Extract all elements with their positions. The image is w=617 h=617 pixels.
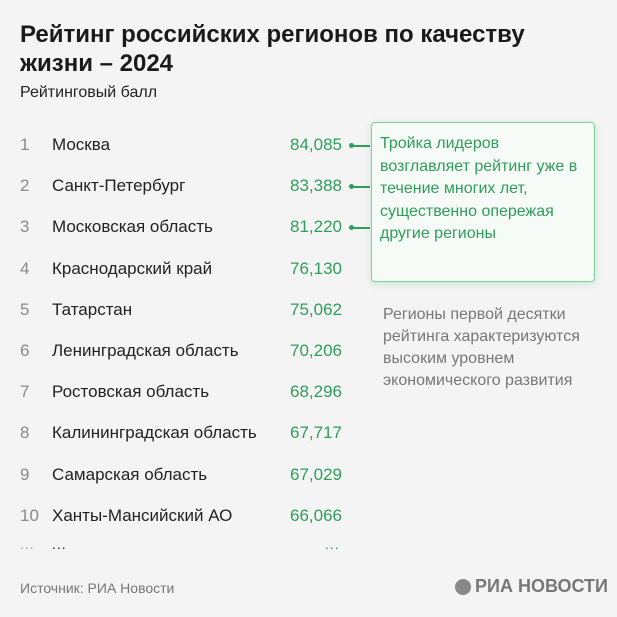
region-name: Санкт-Петербург bbox=[52, 176, 186, 196]
table-row: 8 Калининградская область 67,717 bbox=[0, 423, 370, 453]
score-value: 66,066 bbox=[290, 505, 342, 525]
score-value: 76,130 bbox=[290, 258, 342, 278]
rank: 8 bbox=[20, 423, 30, 443]
connector-line bbox=[352, 186, 370, 188]
logo-text: РИА НОВОСТИ bbox=[475, 576, 608, 596]
note-text: Регионы первой десятки рейтинга характер… bbox=[383, 306, 580, 389]
region-name: Ханты-Мансийский АО bbox=[52, 505, 233, 525]
table-row: 7 Ростовская область 68,296 bbox=[0, 382, 370, 412]
region-name: Татарстан bbox=[52, 299, 133, 319]
score-value: 84,085 bbox=[290, 135, 342, 154]
score-value: 70,206 bbox=[290, 341, 342, 360]
page-title: Рейтинг российских регионов по качеству … bbox=[20, 21, 525, 77]
region-name: Калининградская область bbox=[52, 423, 257, 443]
rank: 9 bbox=[20, 464, 30, 484]
score-value: 75,062 bbox=[290, 299, 342, 319]
table-row: 9 Самарская область 67,029 bbox=[0, 465, 370, 495]
region-name: Самарская область bbox=[52, 464, 208, 484]
subtitle: Рейтинговый балл bbox=[20, 84, 158, 101]
region-name: Московская область bbox=[52, 217, 213, 237]
rank: 1 bbox=[20, 135, 30, 154]
rank: 4 bbox=[20, 258, 30, 278]
connector-line bbox=[352, 227, 370, 229]
rank: 5 bbox=[20, 299, 30, 319]
region-name: Ленинградская область bbox=[52, 341, 239, 360]
ria-logo: РИА НОВОСТИ bbox=[455, 576, 608, 597]
table-row: 3 Московская область 81,220 bbox=[0, 217, 370, 247]
source-text: Источник: РИА Новости bbox=[20, 580, 175, 596]
ellipsis-rank: ... bbox=[20, 536, 35, 552]
rank: 3 bbox=[20, 217, 30, 237]
logo-icon bbox=[455, 578, 471, 595]
table-row: 10 Ханты-Мансийский АО 66,066 bbox=[0, 506, 370, 536]
region-name: Москва bbox=[52, 135, 111, 154]
connector-line bbox=[352, 145, 370, 147]
table-row: 1 Москва 84,085 bbox=[0, 135, 370, 165]
table-row: 4 Краснодарский край 76,130 bbox=[0, 259, 370, 289]
connector-dot bbox=[349, 184, 354, 190]
rank: 7 bbox=[20, 382, 30, 402]
rank: 2 bbox=[20, 176, 30, 196]
rank: 6 bbox=[20, 341, 30, 360]
score-value: 83,388 bbox=[290, 176, 342, 196]
ellipsis-name: ... bbox=[52, 536, 67, 552]
region-name: Краснодарский край bbox=[52, 258, 213, 278]
connector-dot bbox=[349, 225, 354, 231]
connector-dot bbox=[349, 143, 354, 148]
rank: 10 bbox=[20, 505, 39, 525]
score-value: 68,296 bbox=[290, 382, 342, 402]
score-value: 67,717 bbox=[290, 423, 342, 443]
leaders-callout: Тройка лидеров возглавляет рейтинг уже в… bbox=[371, 122, 595, 282]
score-value: 81,220 bbox=[290, 217, 342, 237]
ellipsis-value: ... bbox=[325, 536, 340, 552]
table-row: 5 Татарстан 75,062 bbox=[0, 300, 370, 330]
score-value: 67,029 bbox=[290, 464, 342, 484]
table-row: 6 Ленинградская область 70,206 bbox=[0, 341, 370, 371]
table-row: 2 Санкт-Петербург 83,388 bbox=[0, 176, 370, 206]
region-name: Ростовская область bbox=[52, 382, 210, 402]
